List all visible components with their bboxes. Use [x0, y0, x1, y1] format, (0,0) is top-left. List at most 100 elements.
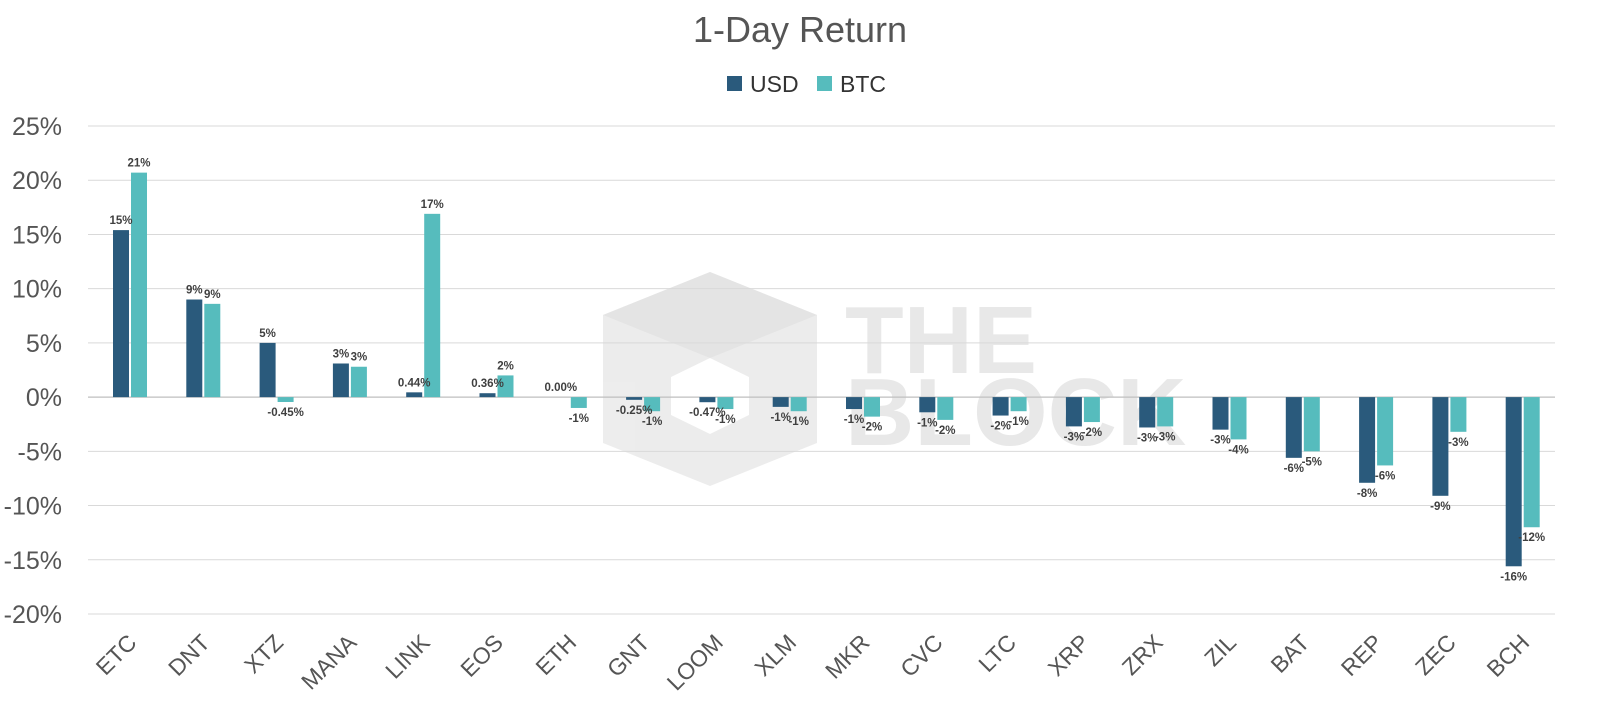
y-tick-label: 5%: [26, 330, 62, 358]
data-label-btc-mana: 3%: [351, 352, 368, 364]
data-label-usd-bat: -6%: [1284, 463, 1304, 475]
y-tick-label: 20%: [12, 167, 62, 195]
y-axis: 25% 20% 15% 10% 5% 0% -5% -10% -15% -20%: [4, 113, 62, 629]
x-tick-label-xtz: XTZ: [239, 629, 288, 678]
data-label-usd-zrx: -3%: [1137, 432, 1157, 444]
x-axis: ETC DNT XTZ MANA LINK EOS ETH GNT LOOM XLM MKR CVC L…: [91, 629, 1535, 696]
bar-btc-loom: [717, 397, 734, 410]
data-label-btc-rep: -6%: [1375, 470, 1395, 482]
bar-btc-xlm: [790, 397, 807, 412]
bar-btc-rep: [1377, 397, 1394, 466]
bar-btc-mkr: [864, 397, 880, 417]
legend-swatch-btc: [817, 76, 832, 91]
data-label-btc-zec: -3%: [1448, 437, 1468, 449]
data-label-btc-bch: -12%: [1518, 532, 1545, 544]
data-label-usd-etc: 15%: [109, 215, 132, 227]
x-tick-label-dnt: DNT: [163, 629, 215, 681]
x-tick-label-rep: REP: [1336, 629, 1388, 681]
bar-usd-zec: [1432, 397, 1449, 496]
watermark-text-line-2: BLOCK: [845, 359, 1186, 466]
data-label-usd-zil: -3%: [1210, 435, 1230, 447]
bar-usd-mkr: [846, 397, 862, 410]
bar-usd-cvc: [919, 397, 936, 413]
bar-usd-loom: [699, 397, 716, 403]
x-tick-label-eos: EOS: [455, 629, 508, 682]
x-tick-label-xlm: XLM: [749, 629, 801, 681]
bar-btc-zil: [1230, 397, 1247, 440]
bar-btc-cvc: [937, 397, 954, 420]
bar-usd-dnt: [186, 299, 203, 398]
bar-usd-xlm: [772, 397, 789, 407]
data-label-btc-xtz: -0.45%: [267, 407, 303, 419]
bar-btc-ltc: [1010, 397, 1027, 412]
data-label-usd-eos: 0.36%: [471, 378, 504, 390]
data-label-usd-bch: -16%: [1500, 571, 1527, 583]
y-tick-label: -15%: [4, 547, 62, 575]
bar-btc-bat: [1303, 397, 1320, 452]
data-label-btc-etc: 21%: [127, 158, 150, 170]
bar-btc-bch: [1523, 397, 1540, 528]
data-label-usd-zec: -9%: [1430, 501, 1450, 513]
y-tick-label: -20%: [4, 601, 62, 629]
x-tick-label-eth: ETH: [530, 629, 581, 680]
data-label-usd-cvc: -1%: [917, 417, 937, 429]
data-label-usd-dnt: 9%: [186, 285, 203, 297]
x-tick-label-loom: LOOM: [662, 629, 728, 695]
data-label-usd-gnt: -0.25%: [616, 405, 652, 417]
data-label-usd-xlm: -1%: [770, 412, 790, 424]
data-label-btc-xlm: -1%: [788, 416, 808, 428]
data-label-usd-eth: 0.00%: [544, 382, 577, 394]
y-tick-label: 0%: [26, 384, 62, 412]
bar-btc-gnt: [644, 397, 661, 412]
data-labels: 15% 21% 9% 9% 5% -0.45% 3% 3% 0.44% 17% 0.36% 2% 0.0…: [109, 158, 1545, 584]
data-label-usd-ltc: -2%: [990, 421, 1010, 433]
legend-swatch-usd: [727, 76, 742, 91]
data-label-usd-rep: -8%: [1357, 488, 1377, 500]
x-tick-label-gnt: GNT: [602, 629, 655, 682]
data-label-usd-mkr: -1%: [844, 414, 864, 426]
gridlines: [88, 125, 1555, 615]
bar-btc-link: [424, 213, 441, 398]
x-tick-label-zec: ZEC: [1410, 629, 1461, 680]
data-label-usd-loom: -0.47%: [689, 407, 725, 419]
data-label-btc-eth: -1%: [569, 413, 589, 425]
legend: USD BTC: [727, 71, 886, 97]
chart-title: 1-Day Return: [693, 9, 907, 50]
x-tick-label-mana: MANA: [296, 629, 362, 695]
data-label-btc-zil: -4%: [1228, 444, 1248, 456]
data-label-btc-cvc: -2%: [935, 425, 955, 437]
y-tick-label: 10%: [12, 276, 62, 304]
data-label-btc-bat: -5%: [1302, 456, 1322, 468]
bar-usd-gnt: [626, 397, 643, 400]
bar-usd-mana: [332, 363, 349, 398]
bar-btc-zrx: [1157, 397, 1174, 427]
x-tick-label-mkr: MKR: [820, 629, 875, 684]
y-tick-label: -10%: [4, 493, 62, 521]
bar-usd-ltc: [992, 397, 1009, 416]
y-tick-label: -5%: [18, 438, 62, 466]
bars: [113, 172, 1540, 567]
x-tick-label-ltc: LTC: [973, 629, 1021, 677]
data-label-btc-dnt: 9%: [204, 289, 221, 301]
bar-btc-eos: [497, 375, 514, 398]
bar-btc-etc: [131, 172, 147, 398]
bar-btc-dnt: [204, 303, 221, 398]
bar-btc-zec: [1450, 397, 1467, 432]
x-tick-label-bch: BCH: [1482, 629, 1535, 682]
data-label-btc-link: 17%: [421, 199, 444, 211]
bar-usd-xrp: [1065, 397, 1082, 427]
x-tick-label-xrp: XRP: [1043, 629, 1095, 681]
bar-usd-link: [406, 392, 423, 398]
data-label-btc-eos: 2%: [497, 360, 514, 372]
bar-usd-rep: [1359, 397, 1376, 483]
x-tick-label-etc: ETC: [91, 629, 142, 680]
data-label-btc-ltc: -1%: [1008, 416, 1028, 428]
bar-usd-zrx: [1139, 397, 1156, 428]
bar-usd-etc: [113, 230, 129, 398]
bar-btc-xrp: [1083, 397, 1100, 423]
bar-usd-bat: [1285, 397, 1302, 458]
x-tick-label-bat: BAT: [1266, 629, 1315, 678]
data-label-btc-loom: -1%: [715, 414, 735, 426]
data-label-usd-link: 0.44%: [398, 377, 431, 389]
